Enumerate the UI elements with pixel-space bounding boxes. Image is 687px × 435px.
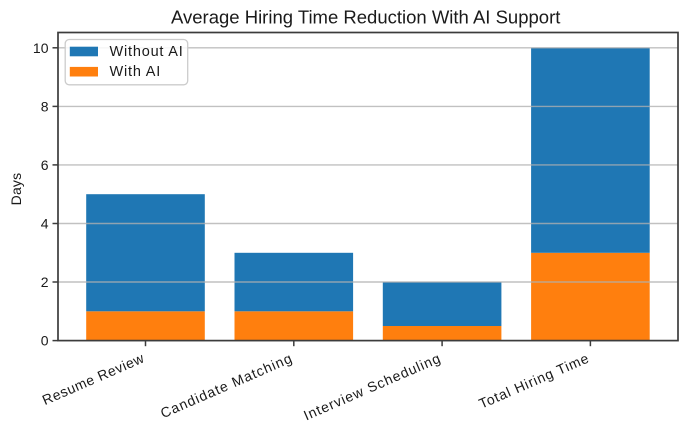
- svg-text:8: 8: [41, 98, 49, 114]
- svg-text:Without AI: Without AI: [110, 44, 184, 60]
- svg-text:With AI: With AI: [110, 64, 162, 80]
- svg-text:10: 10: [33, 40, 49, 56]
- svg-text:6: 6: [41, 157, 49, 173]
- svg-text:Days: Days: [8, 173, 24, 206]
- svg-text:Average Hiring Time Reduction: Average Hiring Time Reduction With AI Su…: [171, 7, 560, 28]
- svg-text:4: 4: [41, 216, 49, 232]
- svg-text:0: 0: [41, 333, 49, 349]
- svg-text:2: 2: [41, 274, 49, 290]
